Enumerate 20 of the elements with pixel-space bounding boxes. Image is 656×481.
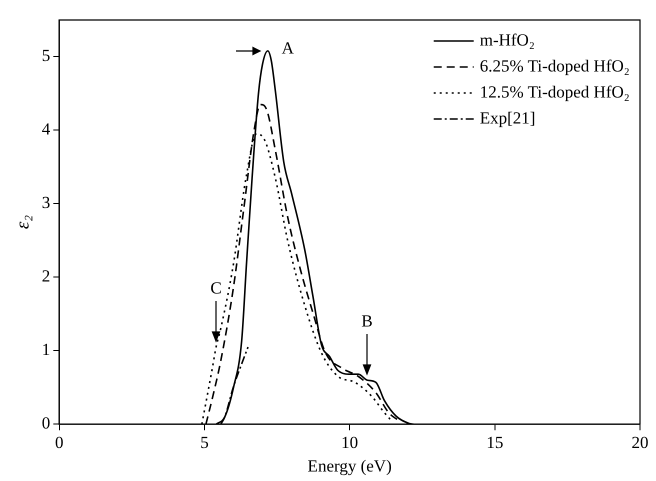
y-tick-label: 1	[42, 340, 50, 360]
annotation: C	[210, 278, 222, 298]
annotation: A	[282, 38, 295, 58]
y-tick-label: 5	[42, 46, 50, 66]
legend-label: 6.25% Ti-doped HfO₂	[480, 56, 630, 76]
x-tick-label: 10	[341, 432, 358, 452]
y-tick-label: 0	[42, 414, 50, 433]
x-axis-title: Energy (eV)	[308, 456, 392, 476]
legend-label: Exp[21]	[480, 108, 536, 128]
y-axis-title: ε₂	[12, 214, 34, 230]
x-tick-label: 0	[55, 432, 64, 452]
legend-label: 12.5% Ti-doped HfO₂	[480, 82, 630, 102]
y-tick-label: 2	[42, 266, 50, 286]
x-tick-label: 5	[200, 432, 209, 452]
annotation: B	[361, 312, 373, 331]
x-tick-label: 15	[486, 432, 504, 452]
legend-label: m-HfO₂	[480, 30, 535, 50]
x-tick-label: 20	[632, 432, 648, 452]
y-tick-label: 4	[42, 120, 51, 139]
y-tick-label: 3	[42, 193, 50, 212]
